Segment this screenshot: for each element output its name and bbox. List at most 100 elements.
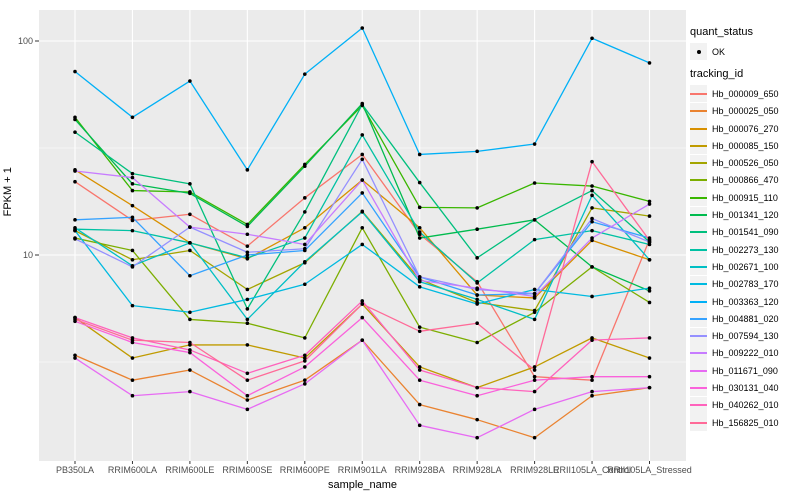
data-point-Hb_007594_130 [303,246,307,251]
series-color-line [690,421,707,424]
x-tick-label: RRIM600LA [108,465,157,475]
data-point-Hb_002273_130 [130,228,135,233]
x-tick-label: RRII105LA_Control [553,465,631,475]
data-point-Hb_002273_130 [360,133,365,137]
legend-item-label: Hb_004881_020 [712,313,779,324]
legend-item-Hb_003363_120: Hb_003363_120 [690,293,800,310]
data-point-Hb_001341_120 [188,191,192,196]
data-point-Hb_000009_650 [590,378,594,382]
data-point-Hb_000025_050 [245,398,250,402]
data-point-Hb_002783_170 [73,228,77,233]
data-point-Hb_000009_650 [188,212,192,217]
data-point-Hb_000526_050 [647,214,652,218]
series-color-line [690,283,707,286]
data-point-Hb_000915_110 [532,181,537,185]
legend-item-Hb_002783_170: Hb_002783_170 [690,275,800,293]
legend-item-Hb_000009_650: Hb_000009_650 [690,85,800,103]
data-point-Hb_003363_120 [360,26,365,30]
series-color-line [690,335,707,338]
line-key-icon [690,344,707,362]
line-key-icon [690,258,707,276]
data-point-Hb_000085_150 [303,356,307,360]
data-point-Hb_003363_120 [73,69,77,74]
legend-item-label: Hb_156825_010 [712,417,779,428]
data-point-Hb_001341_120 [73,117,77,122]
data-point-Hb_002671_100 [360,210,365,214]
data-point-Hb_000025_050 [188,368,192,372]
legend-item-label: Hb_002671_100 [712,261,779,272]
data-point-Hb_009222_010 [360,178,365,182]
data-point-Hb_156825_010 [303,359,307,363]
legend-item-label: Hb_000866_470 [712,175,779,186]
data-point-Hb_007594_130 [130,265,135,269]
data-point-Hb_000866_470 [417,325,422,329]
legend-item-label: Hb_030131_040 [712,382,779,393]
data-point-Hb_001541_090 [130,171,135,176]
data-point-Hb_003363_120 [647,61,652,65]
point-key [690,43,707,61]
data-point-Hb_011671_090 [188,389,192,394]
line-key-icon [690,379,707,397]
data-point-Hb_011671_090 [303,382,307,386]
data-point-Hb_001541_090 [188,182,192,186]
legend-item-label: Hb_000025_050 [712,106,779,117]
x-tick-label: RRIM928LE [510,465,559,475]
data-point-Hb_000866_470 [475,340,479,345]
data-point-Hb_040262_010 [245,371,250,376]
data-point-Hb_002273_130 [475,281,479,285]
data-point-Hb_040262_010 [188,348,192,352]
data-point-Hb_000076_270 [417,225,422,230]
line-key-icon [690,275,707,293]
data-point-Hb_000915_110 [475,206,479,210]
x-tick-label: RRIM928LA [453,465,502,475]
data-point-Hb_000915_110 [130,188,135,193]
legend-item-label: Hb_040262_010 [712,400,779,411]
legend-item-label: Hb_009222_010 [712,348,779,359]
data-point-Hb_000085_150 [130,356,135,360]
data-point-Hb_002783_170 [245,297,250,302]
y-tick-label: 100 [18,36,33,46]
x-tick-label: PB350LA [56,465,94,475]
data-point-Hb_002671_100 [188,241,192,245]
x-tick-label: RRIM928BA [395,465,445,475]
x-tick-label: RRIM600LE [165,465,214,475]
data-point-Hb_040262_010 [417,368,422,372]
x-tick-label: RRIM600SE [222,465,272,475]
series-color-line [690,404,707,407]
data-point-Hb_001541_090 [417,180,422,185]
legend-item-label: Hb_001541_090 [712,227,779,238]
data-point-Hb_156825_010 [130,338,135,342]
data-point-Hb_040262_010 [590,338,594,342]
legend-title-tracking-id: tracking_id [690,68,744,81]
data-point-Hb_001541_090 [475,256,479,260]
data-point-Hb_002783_170 [590,294,594,299]
legend-item-label: Hb_001341_120 [712,210,779,221]
legend-item-Hb_000025_050: Hb_000025_050 [690,102,800,120]
data-point-Hb_001341_120 [417,236,422,240]
line-key-icon [690,102,707,120]
data-point-Hb_000526_050 [130,257,135,262]
data-point-Hb_000025_050 [130,378,135,382]
legend-item-Hb_030131_040: Hb_030131_040 [690,379,800,397]
data-point-Hb_009222_010 [303,242,307,247]
data-point-Hb_002783_170 [532,287,537,292]
line-key-icon [690,362,707,380]
data-point-Hb_003363_120 [475,149,479,154]
x-tick-label: RRIM901LA [338,465,387,475]
data-point-Hb_001541_090 [245,307,250,311]
x-axis-title: sample_name [327,479,398,491]
data-point-Hb_002273_130 [590,228,594,233]
data-point-Hb_011671_090 [73,356,77,360]
line-key-icon [690,189,707,207]
data-point-Hb_001341_120 [590,265,594,269]
data-point-Hb_000866_470 [245,321,250,326]
data-point-Hb_009222_010 [130,175,135,180]
line-key-icon [690,293,707,310]
data-point-Hb_040262_010 [532,389,537,394]
data-point-Hb_000866_470 [130,248,135,253]
legend-title-quant-status: quant_status [690,26,753,38]
legend-item-Hb_001341_120: Hb_001341_120 [690,206,800,224]
data-point-Hb_011671_090 [532,407,537,412]
legend-item-Hb_002671_100: Hb_002671_100 [690,258,800,276]
data-point-Hb_007594_130 [532,291,537,296]
